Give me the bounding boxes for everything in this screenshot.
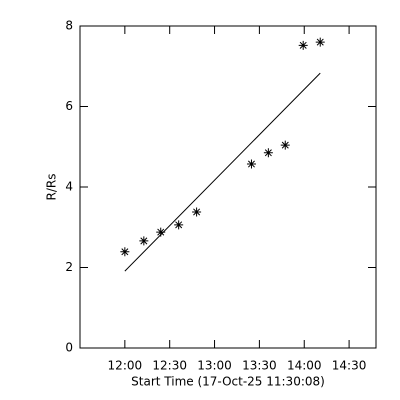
y-tick-label: 6 [65, 99, 73, 113]
asterisk-marker [315, 37, 325, 47]
x-tick-label: 12:30 [152, 359, 187, 373]
y-axis-label: R/Rs [45, 174, 59, 201]
x-tick-label: 14:30 [332, 359, 367, 373]
asterisk-marker [139, 236, 149, 246]
asterisk-marker [120, 247, 130, 257]
x-tick-label: 13:00 [197, 359, 232, 373]
x-axis-label: Start Time (17-Oct-25 11:30:08) [131, 375, 325, 389]
x-tick-label: 14:00 [287, 359, 322, 373]
x-tick-label: 13:30 [242, 359, 277, 373]
y-tick-label: 2 [65, 260, 73, 274]
asterisk-marker [280, 140, 290, 150]
fit-line [124, 72, 321, 272]
plot-frame [79, 25, 377, 349]
y-tick-label: 8 [65, 19, 73, 33]
asterisk-marker [246, 159, 256, 169]
y-tick-label: 0 [65, 341, 73, 355]
asterisk-marker [263, 148, 273, 158]
asterisk-marker [192, 207, 202, 217]
asterisk-marker [298, 40, 308, 50]
y-tick-label: 4 [65, 180, 73, 194]
asterisk-marker [156, 227, 166, 237]
asterisk-marker [174, 220, 184, 230]
x-tick-label: 12:00 [108, 359, 143, 373]
